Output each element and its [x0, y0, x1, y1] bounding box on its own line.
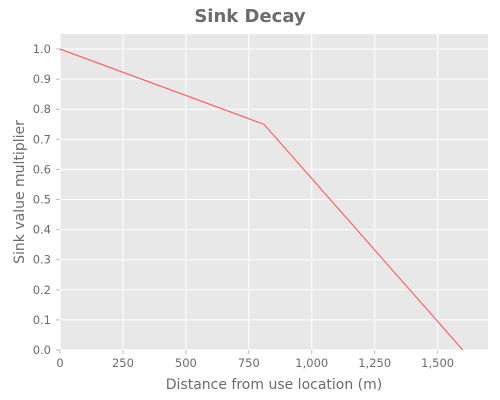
y-tick-label: 0.9 [33, 72, 51, 86]
y-tick-label: 0.0 [33, 343, 51, 357]
y-tick-label: 0.8 [33, 102, 51, 116]
y-tick-label: 0.3 [33, 253, 51, 267]
x-tick-label: 0 [56, 356, 63, 370]
y-tick-label: 0.2 [33, 283, 51, 297]
chart-title: Sink Decay [194, 6, 306, 27]
x-tick-label: 1,500 [421, 356, 454, 370]
series-line [59, 48, 464, 351]
x-axis-ticks: 0 250 500 750 1,000 1,250 1,500 [56, 350, 454, 370]
x-tick-label: 250 [112, 356, 134, 370]
grid-lines [59, 34, 488, 351]
series-layer [59, 48, 464, 351]
y-tick-label: 0.6 [33, 162, 51, 176]
y-tick-label: 0.7 [33, 132, 51, 146]
y-tick-label: 0.5 [33, 193, 51, 207]
x-tick-label: 1,250 [358, 356, 391, 370]
y-tick-label: 0.1 [33, 313, 51, 327]
x-axis-label: Distance from use location (m) [166, 377, 383, 393]
y-tick-label: 1.0 [33, 42, 51, 56]
y-axis-label: Sink value multiplier [12, 120, 28, 264]
x-tick-label: 750 [238, 356, 260, 370]
plot-area [60, 34, 488, 350]
x-tick-label: 1,000 [295, 356, 328, 370]
y-tick-label: 0.4 [33, 223, 51, 237]
x-tick-label: 500 [175, 356, 197, 370]
y-axis-ticks: 0.0 0.1 0.2 0.3 0.4 0.5 0.6 0.7 0.8 0.9 1.0 [33, 42, 60, 357]
